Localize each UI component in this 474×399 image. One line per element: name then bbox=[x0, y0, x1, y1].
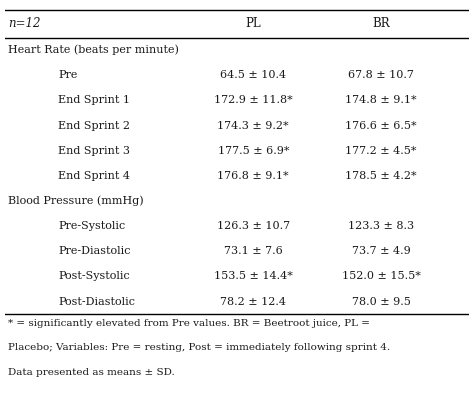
Text: Heart Rate (beats per minute): Heart Rate (beats per minute) bbox=[9, 45, 179, 55]
Text: 73.7 ± 4.9: 73.7 ± 4.9 bbox=[352, 246, 410, 256]
Text: Blood Pressure (mmHg): Blood Pressure (mmHg) bbox=[9, 196, 144, 206]
Text: Post-Systolic: Post-Systolic bbox=[58, 271, 130, 281]
Text: End Sprint 2: End Sprint 2 bbox=[58, 120, 130, 130]
Text: 174.8 ± 9.1*: 174.8 ± 9.1* bbox=[345, 95, 417, 105]
Text: Pre-Diastolic: Pre-Diastolic bbox=[58, 246, 131, 256]
Text: Post-Diastolic: Post-Diastolic bbox=[58, 297, 135, 307]
Text: 123.3 ± 8.3: 123.3 ± 8.3 bbox=[348, 221, 414, 231]
Text: PL: PL bbox=[246, 18, 261, 30]
Text: 73.1 ± 7.6: 73.1 ± 7.6 bbox=[224, 246, 283, 256]
Text: * = significantly elevated from Pre values. BR = Beetroot juice, PL =: * = significantly elevated from Pre valu… bbox=[9, 319, 371, 328]
Text: 126.3 ± 10.7: 126.3 ± 10.7 bbox=[217, 221, 290, 231]
Text: End Sprint 3: End Sprint 3 bbox=[58, 146, 130, 156]
Text: 67.8 ± 10.7: 67.8 ± 10.7 bbox=[348, 70, 414, 80]
Text: Placebo; Variables: Pre = resting, Post = immediately following sprint 4.: Placebo; Variables: Pre = resting, Post … bbox=[9, 344, 391, 352]
Text: End Sprint 4: End Sprint 4 bbox=[58, 171, 130, 181]
Text: 177.5 ± 6.9*: 177.5 ± 6.9* bbox=[218, 146, 289, 156]
Text: n=12: n=12 bbox=[9, 18, 41, 30]
Text: Data presented as means ± SD.: Data presented as means ± SD. bbox=[9, 367, 175, 377]
Text: Pre-Systolic: Pre-Systolic bbox=[58, 221, 126, 231]
Text: 178.5 ± 4.2*: 178.5 ± 4.2* bbox=[345, 171, 417, 181]
Text: 64.5 ± 10.4: 64.5 ± 10.4 bbox=[220, 70, 286, 80]
Text: 176.6 ± 6.5*: 176.6 ± 6.5* bbox=[345, 120, 417, 130]
Text: 78.0 ± 9.5: 78.0 ± 9.5 bbox=[352, 297, 410, 307]
Text: 172.9 ± 11.8*: 172.9 ± 11.8* bbox=[214, 95, 292, 105]
Text: 78.2 ± 12.4: 78.2 ± 12.4 bbox=[220, 297, 286, 307]
Text: 152.0 ± 15.5*: 152.0 ± 15.5* bbox=[342, 271, 420, 281]
Text: BR: BR bbox=[372, 18, 390, 30]
Text: 176.8 ± 9.1*: 176.8 ± 9.1* bbox=[218, 171, 289, 181]
Text: End Sprint 1: End Sprint 1 bbox=[58, 95, 130, 105]
Text: 153.5 ± 14.4*: 153.5 ± 14.4* bbox=[214, 271, 293, 281]
Text: 174.3 ± 9.2*: 174.3 ± 9.2* bbox=[218, 120, 289, 130]
Text: Pre: Pre bbox=[58, 70, 78, 80]
Text: 177.2 ± 4.5*: 177.2 ± 4.5* bbox=[345, 146, 417, 156]
